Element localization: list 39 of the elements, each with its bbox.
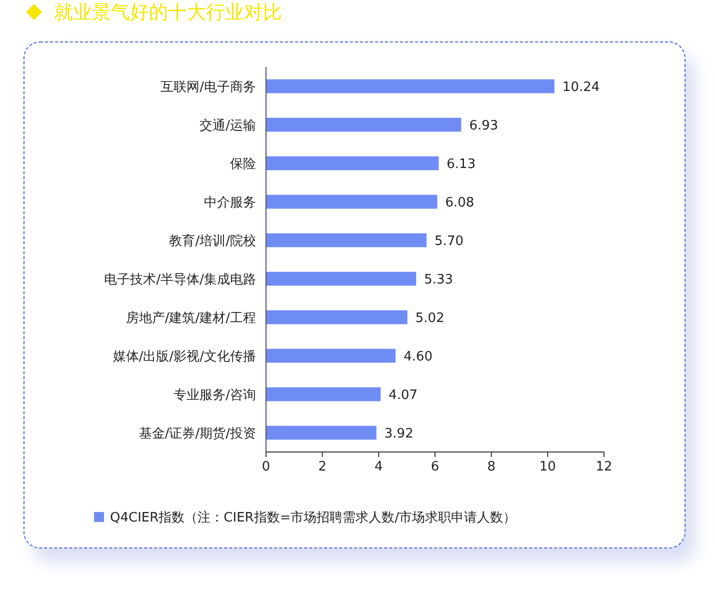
legend-label: Q4CIER指数（注：CIER指数=市场招聘需求人数/市场求职申请人数）: [110, 510, 516, 526]
x-tick-label: 10: [539, 460, 556, 475]
y-tick-label: 电子技术/半导体/集成电路: [104, 272, 256, 288]
data-label: 4.07: [388, 388, 418, 403]
x-tick-label: 2: [318, 460, 326, 475]
y-tick-label: 保险: [230, 156, 256, 172]
bar: [266, 194, 438, 209]
bar: [266, 79, 554, 94]
y-tick-label: 互联网/电子商务: [160, 80, 256, 95]
y-tick-label: 专业服务/咨询: [174, 388, 256, 403]
y-tick-label: 教育/培训/院校: [169, 232, 256, 249]
data-label: 5.02: [415, 310, 444, 326]
bar: [266, 272, 416, 286]
x-tick-label: 0: [262, 460, 270, 475]
bar: [266, 387, 381, 402]
data-label: 3.92: [384, 426, 414, 442]
y-tick-label: 房地产/建筑/建材/工程: [126, 310, 256, 326]
data-label: 10.24: [562, 80, 600, 95]
data-label: 5.33: [424, 272, 454, 288]
bar: [266, 233, 427, 248]
data-label: 6.08: [445, 195, 474, 210]
chart-title: 就业景气好的十大行业对比: [54, 2, 282, 24]
y-tick-label: 基金/证券/期货/投资: [138, 426, 256, 442]
bar: [266, 348, 396, 363]
bar: [266, 310, 408, 324]
data-label: 6.93: [469, 118, 498, 134]
x-tick-label: 4: [374, 460, 383, 475]
y-tick-label: 中介服务: [204, 195, 256, 210]
x-tick-label: 6: [430, 460, 440, 475]
x-tick-label: 8: [487, 460, 496, 475]
y-tick-label: 交通/运输: [200, 117, 256, 134]
data-label: 5.70: [434, 234, 464, 249]
data-label: 4.60: [404, 349, 433, 364]
x-tick-label: 12: [596, 460, 612, 475]
bar: [266, 118, 462, 132]
bar: [266, 426, 376, 440]
bar: [266, 156, 439, 170]
data-label: 6.13: [446, 156, 476, 172]
y-tick-label: 媒体/出版/影视/文化传播: [112, 349, 256, 364]
